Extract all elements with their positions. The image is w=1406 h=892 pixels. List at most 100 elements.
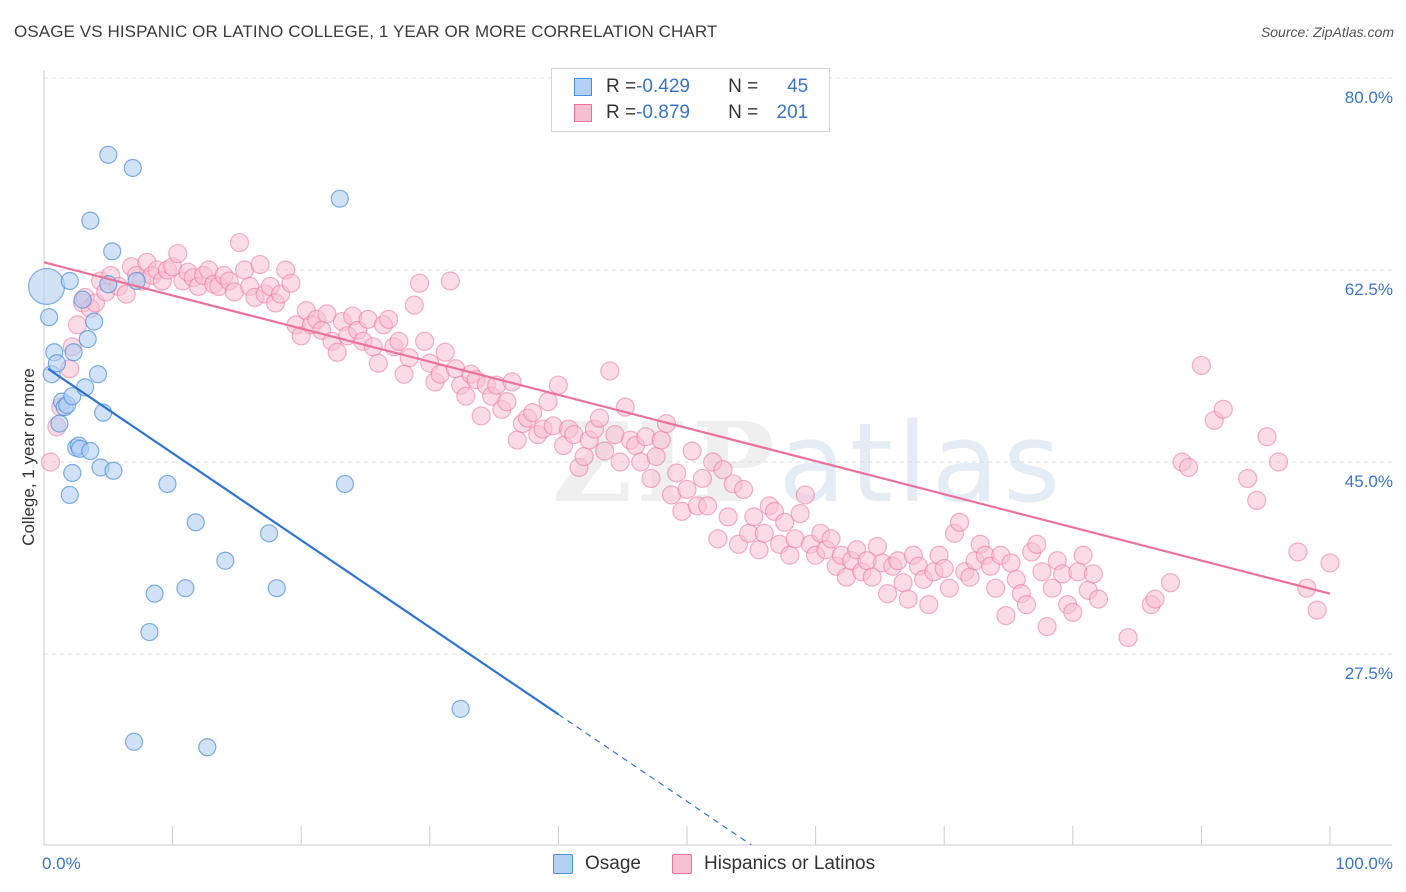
osage-point-28 [104, 461, 123, 480]
osage-point-40 [259, 524, 279, 543]
hispanic-r-value: -0.879 [636, 102, 690, 123]
osage-r-value: -0.429 [636, 76, 690, 97]
hispanic-point-123 [677, 479, 697, 500]
osage-point-5 [50, 414, 69, 433]
hispanic-point-220 [1320, 553, 1340, 573]
trend-lines [43, 261, 1331, 846]
y-tick-label-2: 62.5% [1345, 280, 1393, 299]
hispanic-point-40 [250, 254, 270, 275]
hispanic-point-143 [780, 545, 800, 565]
hispanic-point-98 [548, 375, 569, 395]
osage-point-9 [60, 271, 79, 291]
osage-point-21 [81, 441, 100, 461]
hispanic-point-130 [713, 460, 733, 480]
hispanic-point-198 [1063, 602, 1083, 622]
hispanic-point-110 [610, 452, 630, 472]
hispanic-point-191 [1027, 534, 1047, 554]
hispanic-point-215 [1257, 427, 1277, 447]
hispanic-point-136 [744, 507, 764, 527]
osage-point-44 [451, 699, 470, 718]
hispanic-point-126 [692, 468, 713, 489]
hispanic-point-65 [379, 309, 399, 329]
axis-labels: 27.5% 45.0% 62.5% 80.0% 0.0% 100.0% College, 1… [19, 88, 1393, 873]
hispanic-point-127 [697, 496, 718, 516]
osage-point-41 [267, 579, 286, 598]
hispanic-point-115 [636, 427, 656, 447]
hispanic-point-185 [996, 605, 1016, 626]
hispanic-point-176 [950, 512, 970, 532]
hispanic-point-142 [775, 512, 795, 532]
hispanic-point-103 [574, 446, 594, 467]
osage-n-value: 45 [787, 76, 809, 97]
hispanic-point-166 [898, 589, 918, 609]
osage-point-36 [176, 579, 195, 598]
osage-point-39 [216, 551, 235, 570]
hispanic-point-203 [1088, 589, 1109, 609]
hispanic-point-106 [589, 408, 610, 428]
hispanic-point-210 [1191, 355, 1212, 376]
hispanic-point-76 [435, 342, 455, 362]
hispanic-trend-line [43, 261, 1331, 595]
hispanic-point-55 [327, 342, 347, 362]
hispanic-point-83 [471, 406, 491, 426]
hispanic-point-36 [229, 232, 250, 253]
y-tick-label-3: 80.0% [1345, 88, 1393, 107]
hispanic-point-53 [317, 304, 337, 324]
hispanic-point-68 [394, 364, 414, 384]
hispanic-n-label: N = [728, 102, 759, 123]
hispanic-point-202 [1083, 564, 1103, 584]
source-label: Source: ZipAtlas.com [1260, 24, 1394, 40]
osage-point-33 [140, 622, 159, 642]
bottom-legend-hispanic: Hispanics or Latinos [672, 852, 875, 876]
osage-point-22 [85, 312, 104, 331]
hispanic-points [40, 232, 1340, 648]
osage-point-23 [88, 365, 108, 384]
osage-points [27, 145, 470, 757]
osage-point-0 [27, 267, 66, 306]
hispanic-point-178 [960, 567, 980, 587]
hispanic-point-162 [878, 584, 898, 604]
osage-r-label: R = [606, 76, 637, 97]
bottom-osage-swatch [553, 854, 573, 874]
hispanic-point-165 [893, 573, 913, 593]
y-axis-label: College, 1 year or more [19, 368, 38, 546]
hispanic-point-200 [1073, 545, 1093, 565]
osage-point-17 [73, 290, 92, 309]
hispanic-point-90 [507, 430, 527, 450]
hispanic-point-173 [934, 558, 954, 579]
hispanic-point-63 [368, 353, 388, 373]
hispanic-point-207 [1160, 573, 1181, 593]
hispanic-point-151 [821, 529, 841, 549]
osage-trend-extension [558, 713, 752, 846]
osage-trend-line [47, 367, 560, 716]
hispanic-point-24 [168, 243, 188, 264]
hispanic-point-67 [389, 331, 409, 351]
hispanic-point-137 [749, 540, 769, 560]
hispanic-point-189 [1016, 595, 1037, 615]
hispanic-point-145 [790, 503, 810, 524]
hispanic-point-70 [404, 295, 424, 315]
hispanic-point-138 [754, 523, 774, 543]
bottom-hispanic-label: Hispanics or Latinos [704, 853, 876, 874]
hispanic-point-159 [862, 567, 882, 587]
hispanic-point-108 [600, 361, 620, 381]
hispanic-point-107 [595, 441, 615, 461]
hispanic-point-170 [919, 595, 939, 615]
osage-point-43 [335, 474, 355, 494]
hispanic-point-129 [708, 529, 728, 549]
hispanic-point-219 [1307, 600, 1327, 620]
osage-point-30 [123, 158, 142, 178]
hispanic-point-194 [1042, 578, 1062, 598]
hispanic-point-192 [1032, 562, 1052, 582]
legend-row-hispanic: R = -0.879 N = 201 [574, 101, 808, 125]
hispanic-point-71 [409, 273, 430, 293]
osage-point-13 [64, 343, 83, 362]
hispanic-point-217 [1288, 542, 1308, 562]
hispanic-point-186 [1001, 553, 1021, 573]
chart-title: OSAGE VS HISPANIC OR LATINO COLLEGE, 1 Y… [14, 22, 718, 41]
hispanic-point-216 [1268, 452, 1289, 472]
osage-swatch [574, 78, 592, 96]
hispanic-point-118 [651, 430, 671, 450]
hispanic-point-80 [456, 386, 476, 406]
hispanic-point-204 [1118, 627, 1138, 648]
